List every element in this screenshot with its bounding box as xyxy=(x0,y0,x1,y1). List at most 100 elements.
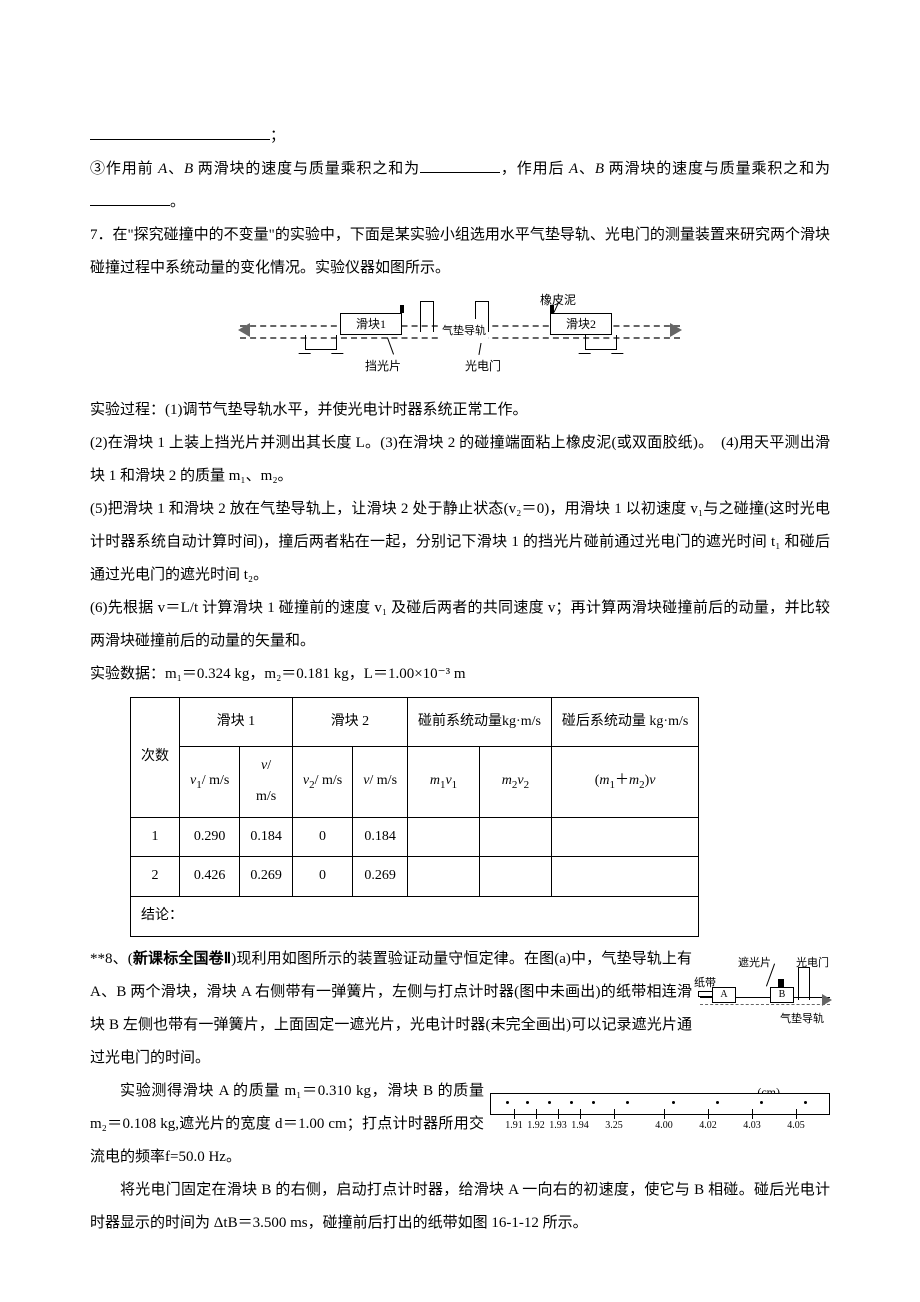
diagram-2: A B 纸带 遮光片 光电门 气垫导轨 xyxy=(700,949,830,1029)
d2-label-tape: 纸带 xyxy=(694,971,716,995)
th-p-after: 碰后系统动量 kg·m/s xyxy=(551,698,698,747)
q8-body-b: 实验测得滑块 A 的质量 m₁＝0.310 kg，滑块 B 的质量 m₂＝0.1… xyxy=(90,1075,484,1174)
d2-arrow xyxy=(822,994,832,1006)
step-2-3-4: (2)在滑块 1 上装上挡光片并测出其长度 L。(3)在滑块 2 的碰撞端面粘上… xyxy=(90,427,830,493)
step-6: (6)先根据 v＝L/t 计算滑块 1 碰撞前的速度 v₁ 及碰后两者的共同速度… xyxy=(90,592,830,658)
step-5: (5)把滑块 1 和滑块 2 放在气垫导轨上，让滑块 2 处于静止状态(v₂＝0… xyxy=(90,493,830,592)
r1-va: 0.184 xyxy=(240,817,293,857)
th-block2: 滑块 2 xyxy=(292,698,407,747)
d1-label-rubber: 橡皮泥 xyxy=(540,287,576,313)
th-num: 次数 xyxy=(131,698,180,818)
r2-m1v1[interactable] xyxy=(408,857,480,897)
tape-dot xyxy=(760,1101,763,1104)
th-m2v2: m2v2 xyxy=(479,747,551,818)
r2-va: 0.269 xyxy=(240,857,293,897)
r2-vb: 0.269 xyxy=(353,857,408,897)
step-1: 实验过程：(1)调节气垫导轨水平，并使光电计时器系统正常工作。 xyxy=(90,394,830,427)
th-block1: 滑块 1 xyxy=(180,698,293,747)
r1-m2v2[interactable] xyxy=(479,817,551,857)
d1-label-shade: 挡光片 xyxy=(365,353,401,379)
data-line: 实验数据：m₁＝0.324 kg，m₂＝0.181 kg，L＝1.00×10⁻³… xyxy=(90,658,830,691)
table-row-2: 2 0.426 0.269 0 0.269 xyxy=(131,857,699,897)
tape-value: 1.92 xyxy=(527,1115,545,1137)
tape-dot xyxy=(804,1101,807,1104)
q8-prefix: **8、( xyxy=(90,951,133,967)
th-vb: v/ m/s xyxy=(353,747,408,818)
d2-label-shade: 遮光片 xyxy=(738,951,771,975)
var-A-2: A xyxy=(569,161,578,177)
th-mv: (m1＋m2)v xyxy=(551,747,698,818)
tape-dot xyxy=(548,1101,551,1104)
blank-fill-1a[interactable] xyxy=(90,124,270,140)
tape-dot xyxy=(716,1101,719,1104)
q3-sep2: 、 xyxy=(578,161,595,177)
q3-a: ③作用前 xyxy=(90,161,158,177)
d2-label-gate: 光电门 xyxy=(796,951,829,975)
th-p-before: 碰前系统动量kg·m/s xyxy=(408,698,552,747)
q3-sep1: 、 xyxy=(167,161,184,177)
d2-label-rail: 气垫导轨 xyxy=(780,1007,824,1031)
tape-value: 1.93 xyxy=(549,1115,567,1137)
q7-text: 7．在"探究碰撞中的不变量"的实验中，下面是某实验小组选用水平气垫导轨、光电门的… xyxy=(90,219,830,285)
d1-label-rail: 气垫导轨 xyxy=(440,319,488,343)
r1-vb: 0.184 xyxy=(353,817,408,857)
q8-source: 新课标全国卷Ⅱ xyxy=(133,951,231,967)
blank-sum-after[interactable] xyxy=(90,190,170,206)
d2-shade-plate xyxy=(778,979,784,987)
q3-f: 。 xyxy=(170,194,185,210)
tape-dot xyxy=(626,1101,629,1104)
d1-arrow-left xyxy=(238,323,250,337)
r1-sum[interactable] xyxy=(551,817,698,857)
d1-gate-1 xyxy=(420,301,434,332)
var-B-2: B xyxy=(595,161,604,177)
d1-label-gate: 光电门 xyxy=(465,353,501,379)
tape-value: 3.25 xyxy=(605,1115,623,1137)
r1-v2: 0 xyxy=(292,817,352,857)
th-v2: v2/ m/s xyxy=(292,747,352,818)
q3-e: 两滑块的速度与质量乘积之和为 xyxy=(604,161,830,177)
r1-v1: 0.290 xyxy=(180,817,240,857)
d1-block-2: 滑块2 xyxy=(550,313,612,335)
blank-line-1: ； xyxy=(90,120,830,153)
th-va: v/m/s xyxy=(240,747,293,818)
var-A-1: A xyxy=(158,161,167,177)
d1-arrow-right xyxy=(670,323,682,337)
data-table: 次数 滑块 1 滑块 2 碰前系统动量kg·m/s 碰后系统动量 kg·m/s … xyxy=(130,697,699,937)
table-row-conclusion: 结论： xyxy=(131,897,699,937)
d1-stand-2 xyxy=(585,335,617,350)
tape-figure: (cm) 1.911.921.931.943.254.004.024.034.0… xyxy=(490,1079,830,1129)
tape-value: 1.94 xyxy=(571,1115,589,1137)
air-track-diagram: 滑块1 滑块2 橡皮泥 挡光片 光电门 气垫导轨 xyxy=(240,293,680,373)
tape-dot xyxy=(592,1101,595,1104)
d1-block-1: 滑块1 xyxy=(340,313,402,335)
q8-body-a: )现利用如图所示的装置验证动量守恒定律。在图(a)中，气垫导轨上有 A、B 两个… xyxy=(90,951,692,1066)
r1-m1v1[interactable] xyxy=(408,817,480,857)
tape-value: 4.05 xyxy=(787,1115,805,1137)
conclusion-cell[interactable]: 结论： xyxy=(131,897,699,937)
table-row-1: 1 0.290 0.184 0 0.184 xyxy=(131,817,699,857)
tape-value: 1.91 xyxy=(505,1115,523,1137)
th-v1: v1/ m/s xyxy=(180,747,240,818)
tape-dot xyxy=(570,1101,573,1104)
q3-c: 两滑块的速度与质量乘积之和为 xyxy=(193,161,420,177)
d2-block-b: B xyxy=(770,987,794,1003)
q8-line1: **8、(新课标全国卷Ⅱ)现利用如图所示的装置验证动量守恒定律。在图(a)中，气… xyxy=(90,943,692,1075)
r2-n: 2 xyxy=(131,857,180,897)
r2-sum[interactable] xyxy=(551,857,698,897)
r2-v1: 0.426 xyxy=(180,857,240,897)
tape-dot xyxy=(526,1101,529,1104)
semicolon-1: ； xyxy=(270,128,285,144)
q3-d: ，作用后 xyxy=(500,161,569,177)
blank-sum-before[interactable] xyxy=(420,157,500,173)
r1-n: 1 xyxy=(131,817,180,857)
diagram-1-wrap: 滑块1 滑块2 橡皮泥 挡光片 光电门 气垫导轨 xyxy=(90,293,830,386)
tape-value: 4.02 xyxy=(699,1115,717,1137)
var-B-1: B xyxy=(184,161,193,177)
tape-dots xyxy=(496,1101,824,1105)
d1-tab-1 xyxy=(400,305,404,313)
r2-m2v2[interactable] xyxy=(479,857,551,897)
d1-stand-1 xyxy=(305,335,337,350)
q3-line: ③作用前 A、B 两滑块的速度与质量乘积之和为，作用后 A、B 两滑块的速度与质… xyxy=(90,153,830,219)
tape-dot xyxy=(672,1101,675,1104)
th-m1v1: m1v1 xyxy=(408,747,480,818)
